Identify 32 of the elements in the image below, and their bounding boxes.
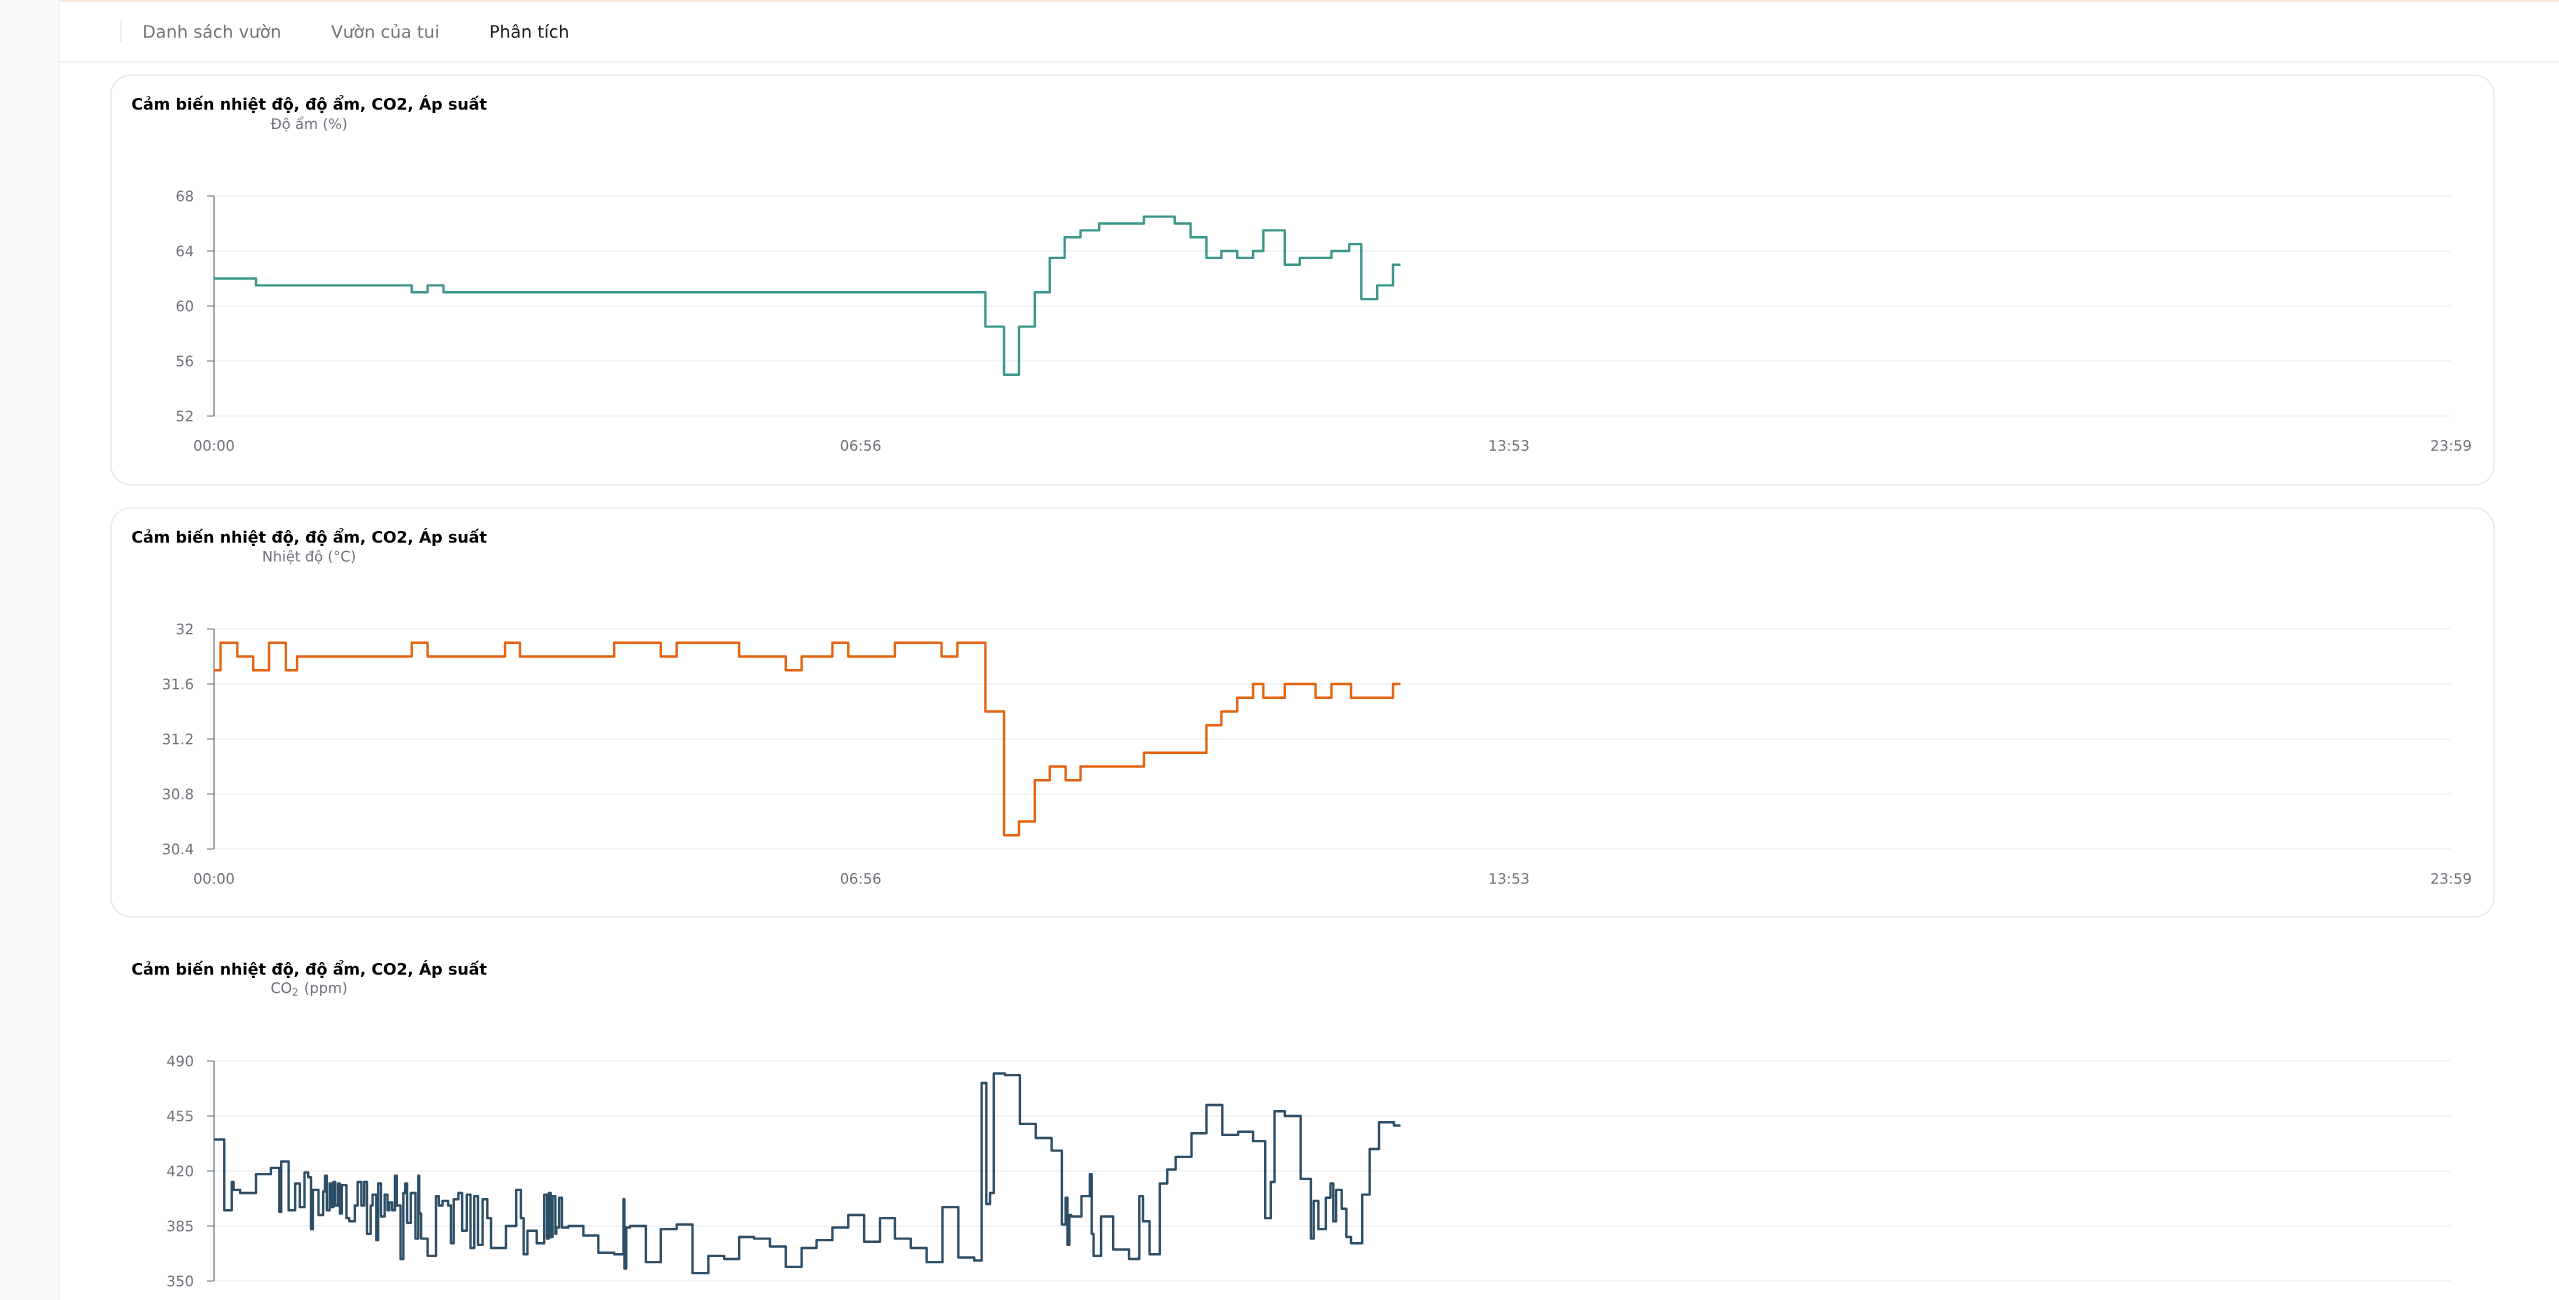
y-axis-title: CO$_{2}$ (ppm): [271, 982, 347, 996]
y-tick-label: 60: [176, 300, 193, 312]
x-tick-label: 13:53: [1489, 440, 1529, 451]
x-tick-label: 00:00: [194, 873, 234, 884]
x-tick-label: 00:00: [194, 440, 234, 451]
y-tick-label: 385: [167, 1220, 193, 1232]
y-tick-label: 31.2: [162, 733, 193, 745]
x-tick-label: 23:59: [2431, 440, 2471, 451]
y-tick-label: 32: [176, 623, 193, 635]
x-tick-label: 13:53: [1489, 873, 1529, 884]
x-tick-label: 06:56: [840, 873, 881, 884]
x-tick-label: 06:56: [840, 440, 881, 451]
text: Vườn của tui: [331, 23, 438, 39]
y-tick-label: 68: [176, 190, 193, 202]
y-tick-label: 30.4: [162, 843, 194, 855]
y-axis-title: Nhiệt độ (°C): [263, 549, 355, 565]
text: Danh sách vườn: [144, 24, 280, 38]
y-tick-label: 56: [176, 355, 194, 367]
chart-title: Cảm biến nhiệt độ, độ ẩm, CO2, Áp suất: [132, 959, 487, 979]
text: Phân tích: [490, 24, 568, 38]
y-tick-label: 490: [167, 1055, 193, 1067]
x-tick-label: 23:59: [2431, 873, 2471, 884]
y-tick-label: 31.6: [162, 678, 194, 690]
y-tick-label: 52: [176, 410, 193, 422]
chart-title: Cảm biến nhiệt độ, độ ẩm, CO2, Áp suất: [132, 94, 487, 113]
y-tick-label: 64: [176, 245, 194, 257]
y-tick-label: 30.8: [162, 788, 193, 800]
y-tick-label: 350: [167, 1275, 193, 1287]
y-tick-label: 420: [167, 1165, 193, 1177]
chart-title: Cảm biến nhiệt độ, độ ẩm, CO2, Áp suất: [132, 527, 487, 546]
y-tick-label: 455: [167, 1110, 193, 1122]
y-axis-title: Độ ẩm (%): [270, 116, 347, 132]
